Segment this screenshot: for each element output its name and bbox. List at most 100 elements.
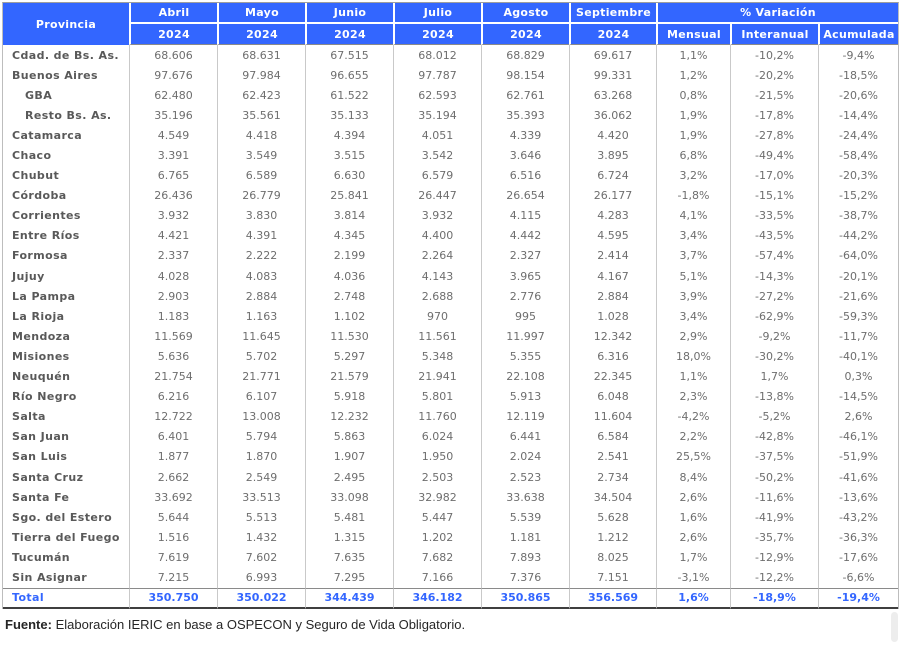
month-value: 1.181 xyxy=(481,527,569,548)
month-value: 4.421 xyxy=(129,225,217,246)
month-value: 33.513 xyxy=(217,487,305,508)
month-value: 1.877 xyxy=(129,446,217,467)
header-variation-acumulada: Acumulada xyxy=(818,24,899,45)
month-value: 4.549 xyxy=(129,125,217,146)
variation-value: 1,7% xyxy=(730,366,818,387)
variation-value: 25,5% xyxy=(656,446,730,467)
province-name: Río Negro xyxy=(12,390,77,404)
header-variation: % Variación xyxy=(656,3,899,24)
variation-value: -18,5% xyxy=(818,65,898,86)
month-value: 2.414 xyxy=(569,245,656,267)
variation-value: 6,8% xyxy=(656,145,730,166)
header-month-junio: Junio xyxy=(305,3,393,24)
table-row: La Rioja 1.183 1.163 1.102 970 995 1.028… xyxy=(3,306,898,327)
month-value: 6.516 xyxy=(481,165,569,186)
month-value: 35.133 xyxy=(305,105,393,126)
month-value: 5.513 xyxy=(217,507,305,528)
variation-value: -41,6% xyxy=(818,466,898,488)
variation-value: 0,8% xyxy=(656,85,730,106)
variation-value: -36,3% xyxy=(818,527,898,548)
month-value: 7.602 xyxy=(217,547,305,568)
month-value: 97.787 xyxy=(393,65,481,86)
month-value: 63.268 xyxy=(569,85,656,106)
month-value: 12.722 xyxy=(129,406,217,427)
month-value: 5.702 xyxy=(217,346,305,367)
variation-value: -51,9% xyxy=(818,446,898,467)
variation-value: 3,4% xyxy=(656,306,730,327)
province-name: Entre Ríos xyxy=(12,229,80,243)
variation-value: -17,0% xyxy=(730,165,818,186)
province-name: Sgo. del Estero xyxy=(12,510,113,524)
month-value: 11.760 xyxy=(393,406,481,427)
scrollbar-thumb[interactable] xyxy=(891,612,898,642)
variation-value: -5,2% xyxy=(730,406,818,427)
variation-value: 1,9% xyxy=(656,125,730,146)
table-row: Sin Asignar 7.215 6.993 7.295 7.166 7.37… xyxy=(3,567,898,588)
month-value: 6.584 xyxy=(569,426,656,447)
month-value: 35.194 xyxy=(393,105,481,126)
variation-value: -27,2% xyxy=(730,286,818,307)
table-body: Cdad. de Bs. As. 68.606 68.631 67.515 68… xyxy=(3,45,898,588)
total-month-value: 350.022 xyxy=(217,587,305,609)
province-name: San Juan xyxy=(12,430,70,444)
province-name: Chubut xyxy=(12,169,60,183)
header-row-bottom: 2024 2024 2024 2024 2024 2024 Mensual In… xyxy=(3,24,899,45)
month-value: 11.645 xyxy=(217,326,305,347)
table-row: Santa Cruz 2.662 2.549 2.495 2.503 2.523… xyxy=(3,466,898,488)
table-row: Río Negro 6.216 6.107 5.918 5.801 5.913 … xyxy=(3,386,898,407)
month-value: 1.163 xyxy=(217,306,305,327)
month-value: 4.595 xyxy=(569,225,656,246)
variation-value: 3,4% xyxy=(656,225,730,246)
table-row: San Luis 1.877 1.870 1.907 1.950 2.024 2… xyxy=(3,446,898,467)
month-value: 2.199 xyxy=(305,245,393,267)
month-value: 2.495 xyxy=(305,466,393,488)
month-value: 11.569 xyxy=(129,326,217,347)
variation-value: -21,6% xyxy=(818,286,898,307)
month-value: 2.337 xyxy=(129,245,217,267)
month-value: 3.932 xyxy=(393,205,481,226)
month-value: 6.765 xyxy=(129,165,217,186)
month-value: 4.051 xyxy=(393,125,481,146)
month-value: 61.522 xyxy=(305,85,393,106)
month-value: 2.903 xyxy=(129,286,217,307)
month-value: 5.913 xyxy=(481,386,569,407)
header-month-septiembre: Septiembre xyxy=(569,3,656,24)
month-value: 3.542 xyxy=(393,145,481,166)
month-value: 2.734 xyxy=(569,466,656,488)
header-variation-mensual: Mensual xyxy=(656,24,730,45)
month-value: 5.794 xyxy=(217,426,305,447)
month-value: 3.814 xyxy=(305,205,393,226)
variation-value: 2,6% xyxy=(656,487,730,508)
variation-value: -10,2% xyxy=(730,45,818,66)
month-value: 21.771 xyxy=(217,366,305,387)
variation-value: -9,4% xyxy=(818,45,898,66)
month-value: 1.950 xyxy=(393,446,481,467)
variation-value: 1,1% xyxy=(656,45,730,66)
month-value: 1.183 xyxy=(129,306,217,327)
province-name: Catamarca xyxy=(12,128,83,142)
variation-value: -43,5% xyxy=(730,225,818,246)
month-value: 22.345 xyxy=(569,366,656,387)
table-row: Neuquén 21.754 21.771 21.579 21.941 22.1… xyxy=(3,366,898,387)
month-value: 96.655 xyxy=(305,65,393,86)
month-value: 7.893 xyxy=(481,547,569,568)
source-label: Fuente: xyxy=(5,616,52,632)
variation-value: -15,1% xyxy=(730,185,818,206)
province-name: Santa Fe xyxy=(12,490,70,504)
month-value: 33.692 xyxy=(129,487,217,508)
month-value: 4.115 xyxy=(481,205,569,226)
header-year: 2024 xyxy=(481,24,569,45)
table-row: Misiones 5.636 5.702 5.297 5.348 5.355 6… xyxy=(3,346,898,367)
month-value: 5.918 xyxy=(305,386,393,407)
month-value: 4.036 xyxy=(305,266,393,287)
variation-value: -21,5% xyxy=(730,85,818,106)
variation-value: -15,2% xyxy=(818,185,898,206)
table-row: Salta 12.722 13.008 12.232 11.760 12.119… xyxy=(3,406,898,427)
total-label: Total xyxy=(3,587,129,609)
variation-value: -3,1% xyxy=(656,567,730,588)
table-row: Entre Ríos 4.421 4.391 4.345 4.400 4.442… xyxy=(3,225,898,246)
month-value: 98.154 xyxy=(481,65,569,86)
month-value: 69.617 xyxy=(569,45,656,66)
header-variation-interanual: Interanual xyxy=(730,24,818,45)
variation-value: 1,2% xyxy=(656,65,730,86)
